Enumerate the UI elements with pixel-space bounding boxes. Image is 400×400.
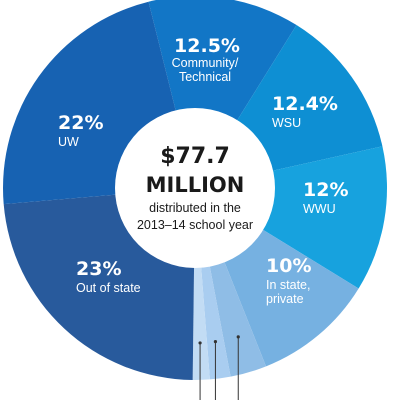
slice-name-label-1-0: WSU <box>272 116 301 130</box>
center-caption-line2: 2013–14 school year <box>137 218 253 232</box>
slice-name-label-3-0: In state, <box>266 278 310 292</box>
slice-pct-label-3: 10% <box>266 255 311 277</box>
center-caption-line1: distributed in the <box>149 201 241 215</box>
slice-name-label-7-0: Out of state <box>76 281 141 295</box>
slice-pct-label-1: 12.4% <box>272 93 338 115</box>
slice-name-label-8-0: UW <box>58 135 79 149</box>
donut-hole <box>115 108 275 268</box>
slice-pct-label-7: 23% <box>76 258 121 280</box>
slice-name-label-2-0: WWU <box>303 202 336 216</box>
slice-name-label-0-0: Community/ <box>172 56 239 70</box>
slice-pct-label-2: 12% <box>303 179 348 201</box>
slice-pct-label-8: 22% <box>58 112 103 134</box>
slice-name-label-0-1: Technical <box>179 70 231 84</box>
slice-labels: 12.5%Community/Technical 12.4%WSU 12%WWU 10… <box>58 35 348 306</box>
pointer-lines <box>198 335 240 400</box>
slice-name-label-3-1: private <box>266 292 304 306</box>
center-amount: $77.7 <box>160 144 230 169</box>
center-million: MILLION <box>146 173 245 197</box>
slice-pct-label-0: 12.5% <box>174 35 240 57</box>
